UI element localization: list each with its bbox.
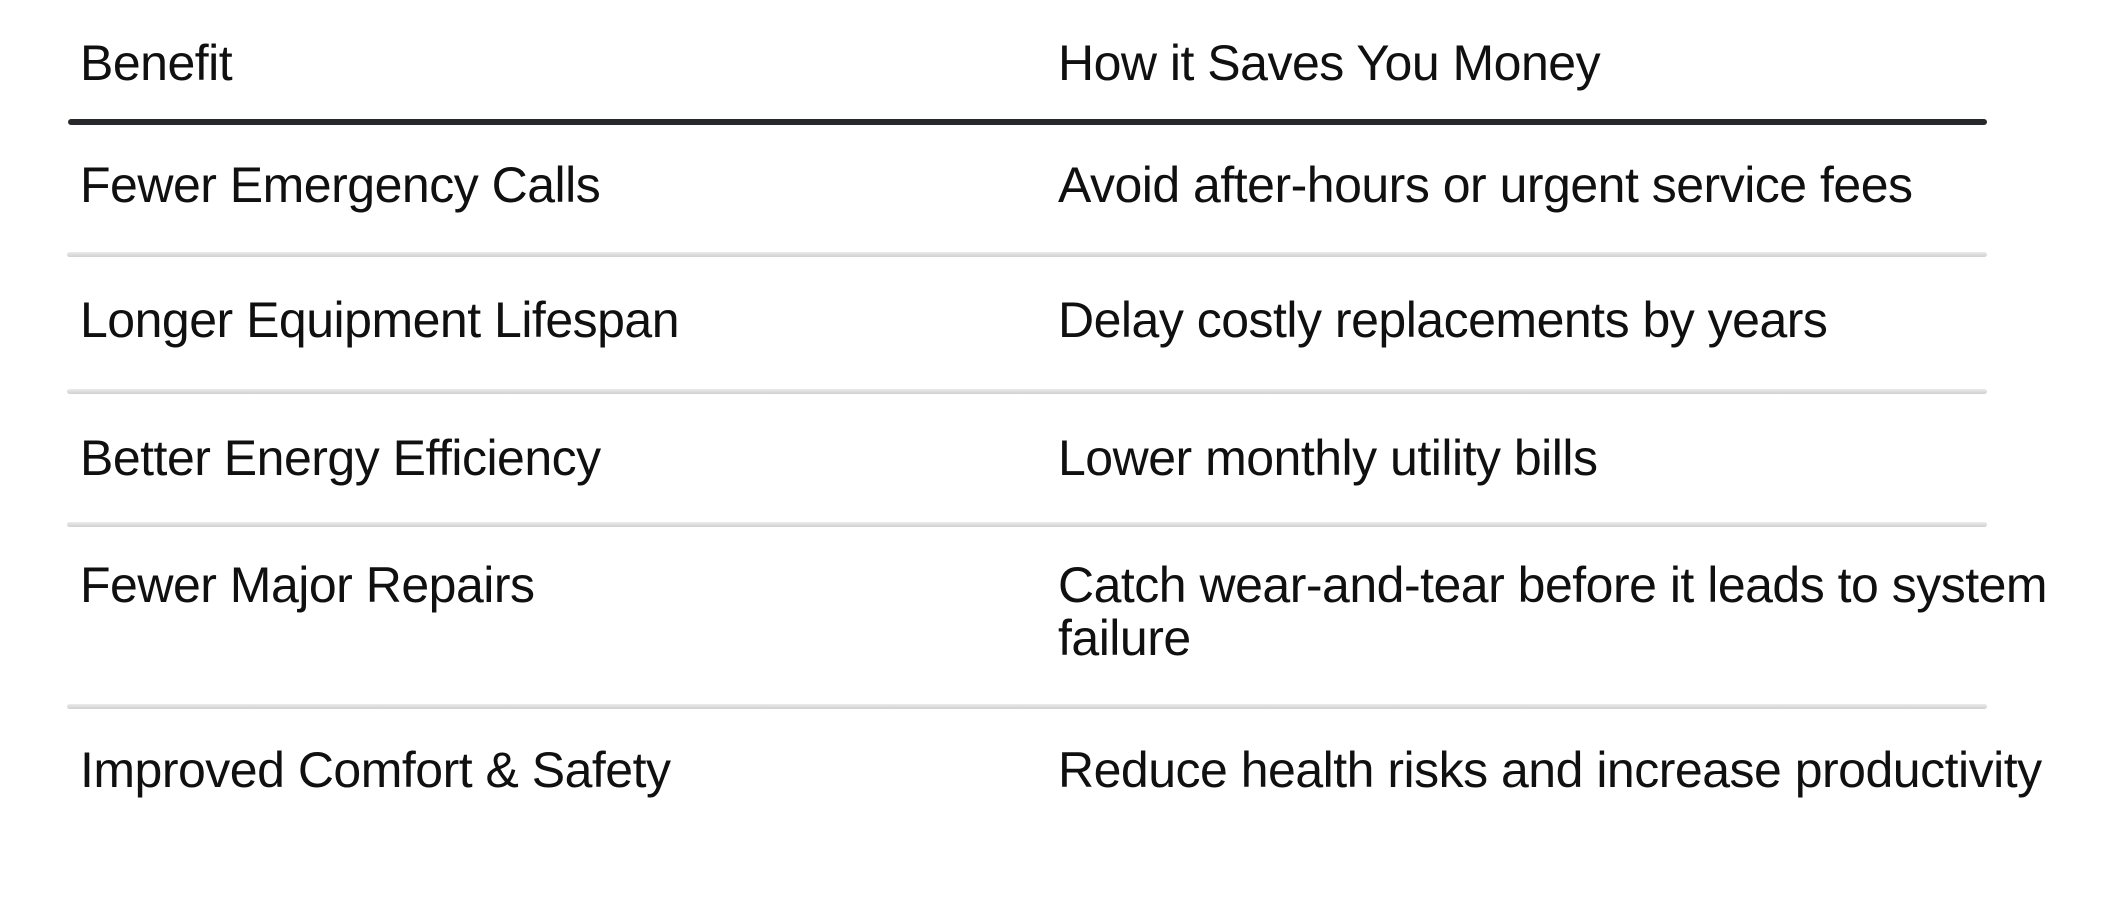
- cell-saving: Catch wear-and-tear before it leads to s…: [1058, 557, 2048, 666]
- header-rule: [68, 119, 1987, 125]
- row-divider: [67, 252, 1987, 257]
- cell-benefit: Improved Comfort & Safety: [80, 742, 671, 798]
- cell-saving: Lower monthly utility bills: [1058, 430, 1598, 486]
- header-cell-saving: How it Saves You Money: [1058, 35, 1601, 91]
- cell-saving: Delay costly replacements by years: [1058, 292, 1828, 348]
- cell-benefit: Fewer Emergency Calls: [80, 157, 601, 213]
- cell-saving: Reduce health risks and increase product…: [1058, 742, 2042, 798]
- cell-benefit: Fewer Major Repairs: [80, 557, 535, 613]
- cell-benefit: Longer Equipment Lifespan: [80, 292, 680, 348]
- row-divider: [67, 522, 1987, 527]
- row-divider: [67, 704, 1987, 709]
- header-cell-benefit: Benefit: [80, 35, 233, 91]
- cell-saving: Avoid after-hours or urgent service fees: [1058, 157, 1913, 213]
- row-divider: [67, 389, 1987, 394]
- cell-benefit: Better Energy Efficiency: [80, 430, 601, 486]
